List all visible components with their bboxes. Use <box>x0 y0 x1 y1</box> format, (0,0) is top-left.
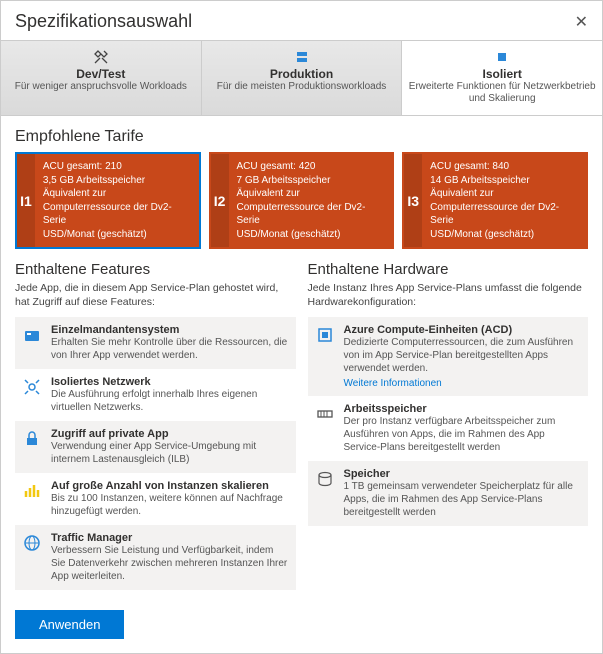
tab-devtest[interactable]: Dev/Test Für weniger anspruchsvolle Work… <box>1 41 202 115</box>
feature-row: Zugriff auf private AppVerwendung einer … <box>15 421 296 473</box>
apply-button[interactable]: Anwenden <box>15 610 124 639</box>
tier-code: I3 <box>404 154 422 247</box>
spec-dialog: Spezifikationsauswahl ✕ Dev/Test Für wen… <box>0 0 603 654</box>
tier-body: ACU gesamt: 210 3,5 GB Arbeitsspeicher Ä… <box>35 154 199 247</box>
tier-i2[interactable]: I2 ACU gesamt: 420 7 GB Arbeitsspeicher … <box>209 152 395 249</box>
feature-row: Isoliertes NetzwerkDie Ausführung erfolg… <box>15 369 296 421</box>
hardware-column: Enthaltene Hardware Jede Instanz Ihres A… <box>308 261 589 590</box>
workload-tabs: Dev/Test Für weniger anspruchsvolle Work… <box>1 40 602 116</box>
recommended-title: Empfohlene Tarife <box>1 116 602 152</box>
dialog-title: Spezifikationsauswahl <box>15 11 192 32</box>
tab-title: Produktion <box>208 67 396 81</box>
memory-icon <box>314 403 336 425</box>
pricing-tiers: I1 ACU gesamt: 210 3,5 GB Arbeitsspeiche… <box>1 152 602 261</box>
tab-title: Dev/Test <box>7 67 195 81</box>
compute-icon <box>314 324 336 346</box>
tab-production[interactable]: Produktion Für die meisten Produktionswo… <box>202 41 403 115</box>
features-desc: Jede App, die in diesem App Service-Plan… <box>15 282 296 309</box>
feature-row: Auf große Anzahl von Instanzen skalieren… <box>15 473 296 525</box>
hardware-row: Azure Compute-Einheiten (ACD)Dedizierte … <box>308 317 589 396</box>
feature-row: Traffic ManagerVerbessern Sie Leistung u… <box>15 525 296 590</box>
features-title: Enthaltene Features <box>15 261 296 278</box>
more-info-link[interactable]: Weitere Informationen <box>344 378 442 389</box>
tier-code: I2 <box>211 154 229 247</box>
tier-body: ACU gesamt: 420 7 GB Arbeitsspeicher Äqu… <box>229 154 393 247</box>
dialog-footer: Anwenden <box>1 600 602 653</box>
private-icon <box>21 428 43 450</box>
isolated-icon <box>408 49 596 65</box>
scale-icon <box>21 480 43 502</box>
feature-row: EinzelmandantensystemErhalten Sie mehr K… <box>15 317 296 369</box>
hardware-row: ArbeitsspeicherDer pro Instanz verfügbar… <box>308 396 589 461</box>
tab-subtitle: Für die meisten Produktionsworkloads <box>208 81 396 93</box>
features-column: Enthaltene Features Jede App, die in die… <box>15 261 296 590</box>
dialog-header: Spezifikationsauswahl ✕ <box>1 1 602 40</box>
tier-i3[interactable]: I3 ACU gesamt: 840 14 GB Arbeitsspeicher… <box>402 152 588 249</box>
tier-code: I1 <box>17 154 35 247</box>
storage-icon <box>314 468 336 490</box>
close-icon[interactable]: ✕ <box>575 12 588 32</box>
hardware-title: Enthaltene Hardware <box>308 261 589 278</box>
traffic-icon <box>21 532 43 554</box>
tab-subtitle: Für weniger anspruchsvolle Workloads <box>7 81 195 93</box>
hardware-row: Speicher1 TB gemeinsam verwendeter Speic… <box>308 461 589 526</box>
tenancy-icon <box>21 324 43 346</box>
network-icon <box>21 376 43 398</box>
details-columns: Enthaltene Features Jede App, die in die… <box>1 261 602 600</box>
tier-i1[interactable]: I1 ACU gesamt: 210 3,5 GB Arbeitsspeiche… <box>15 152 201 249</box>
tab-subtitle: Erweiterte Funktionen für Netzwerkbetrie… <box>408 81 596 105</box>
tools-icon <box>7 49 195 65</box>
hardware-desc: Jede Instanz Ihres App Service-Plans umf… <box>308 282 589 309</box>
tab-title: Isoliert <box>408 67 596 81</box>
tab-isolated[interactable]: Isoliert Erweiterte Funktionen für Netzw… <box>402 41 602 115</box>
server-icon <box>208 49 396 65</box>
tier-body: ACU gesamt: 840 14 GB Arbeitsspeicher Äq… <box>422 154 586 247</box>
